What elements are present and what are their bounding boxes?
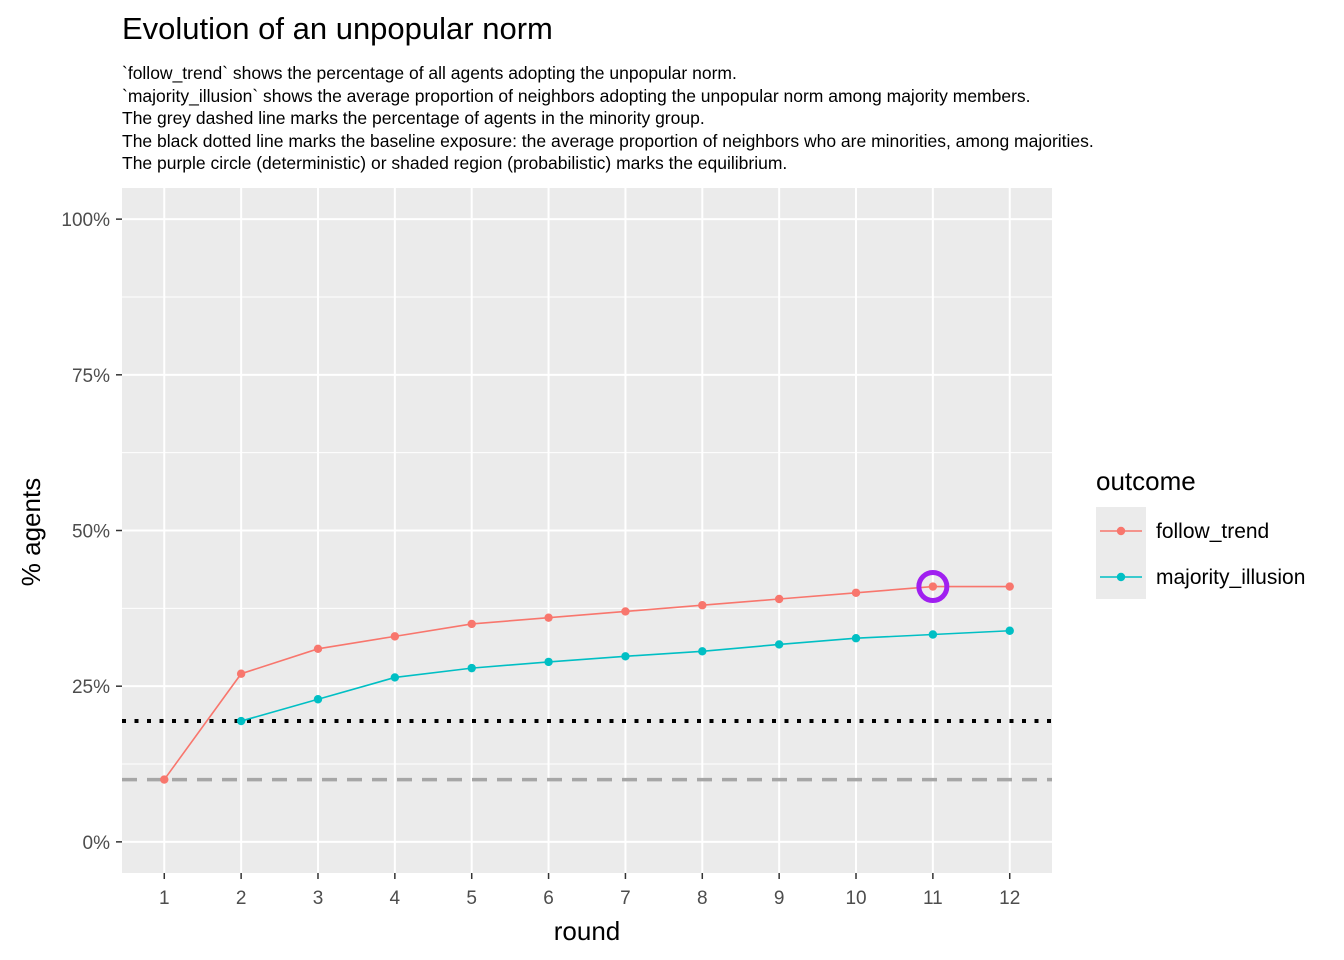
y-tick-label: 75%	[72, 366, 110, 387]
data-point-follow_trend	[1005, 582, 1014, 591]
x-tick-label: 5	[466, 888, 477, 909]
subtitle-line: The black dotted line marks the baseline…	[122, 130, 1094, 151]
subtitle-line: The purple circle (deterministic) or sha…	[122, 153, 788, 173]
legend-key-point	[1116, 572, 1126, 582]
data-point-follow_trend	[160, 775, 169, 784]
data-point-follow_trend	[236, 669, 246, 678]
chart-subtitle: `follow_trend` shows the percentage of a…	[122, 62, 1094, 175]
legend: outcome follow_trend majority_illusion	[1096, 466, 1305, 599]
chart-title: Evolution of an unpopular norm	[122, 11, 553, 46]
data-point-majority_illusion	[698, 647, 707, 656]
axis-ticks: 0%25%50%75%100%1 2 3 4 5 6 7 8 9 10 11 12	[61, 210, 1020, 909]
subtitle-line: `majority_illusion` shows the average pr…	[122, 85, 1031, 106]
data-point-majority_illusion	[390, 673, 400, 682]
subtitle-line: `follow_trend` shows the percentage of a…	[122, 63, 737, 83]
subtitle-line: The grey dashed line marks the percentag…	[122, 108, 705, 128]
y-axis-title: % agents	[16, 478, 46, 586]
data-point-follow_trend	[928, 582, 938, 591]
x-tick-label: 8	[697, 888, 708, 909]
y-tick-label: 0%	[83, 833, 111, 854]
data-point-majority_illusion	[851, 634, 861, 643]
data-point-follow_trend	[698, 601, 707, 610]
legend-title: outcome	[1096, 466, 1196, 496]
data-point-majority_illusion	[774, 640, 784, 649]
series-lines	[160, 582, 1014, 784]
data-point-follow_trend	[313, 644, 323, 654]
legend-label: follow_trend	[1156, 520, 1269, 543]
x-tick-label: 1	[159, 888, 170, 909]
x-tick-label: 11	[923, 888, 943, 909]
data-point-majority_illusion	[313, 695, 323, 704]
data-point-follow_trend	[390, 632, 400, 641]
data-point-follow_trend	[774, 594, 784, 604]
data-point-majority_illusion	[1005, 626, 1014, 635]
data-point-follow_trend	[544, 613, 553, 622]
x-tick-label: 12	[999, 888, 1020, 909]
legend-label: majority_illusion	[1156, 566, 1305, 589]
data-point-follow_trend	[467, 619, 476, 629]
y-tick-label: 50%	[72, 522, 110, 543]
legend-key-point	[1116, 526, 1126, 536]
x-tick-label: 7	[620, 888, 631, 909]
legend-key-background	[1096, 507, 1146, 599]
x-axis-title: round	[554, 916, 621, 946]
data-point-follow_trend	[621, 607, 630, 616]
data-point-follow_trend	[851, 588, 861, 597]
y-tick-label: 25%	[72, 677, 110, 698]
grid-lines	[122, 188, 1052, 873]
x-tick-label: 6	[543, 888, 554, 909]
x-tick-label: 9	[774, 888, 785, 909]
data-point-majority_illusion	[544, 657, 553, 667]
y-tick-label: 100%	[61, 210, 110, 231]
data-point-majority_illusion	[928, 630, 938, 639]
data-point-majority_illusion	[621, 652, 630, 661]
x-tick-label: 4	[390, 888, 401, 909]
equilibrium-layer	[916, 570, 950, 604]
data-point-majority_illusion	[236, 716, 246, 726]
data-point-majority_illusion	[467, 663, 476, 673]
reference-lines	[122, 719, 1052, 782]
equilibrium-marker	[916, 570, 950, 604]
x-tick-label: 3	[313, 888, 324, 909]
x-tick-label: 10	[845, 888, 866, 909]
series-line-follow_trend	[163, 585, 1010, 781]
x-tick-label: 2	[236, 888, 247, 909]
